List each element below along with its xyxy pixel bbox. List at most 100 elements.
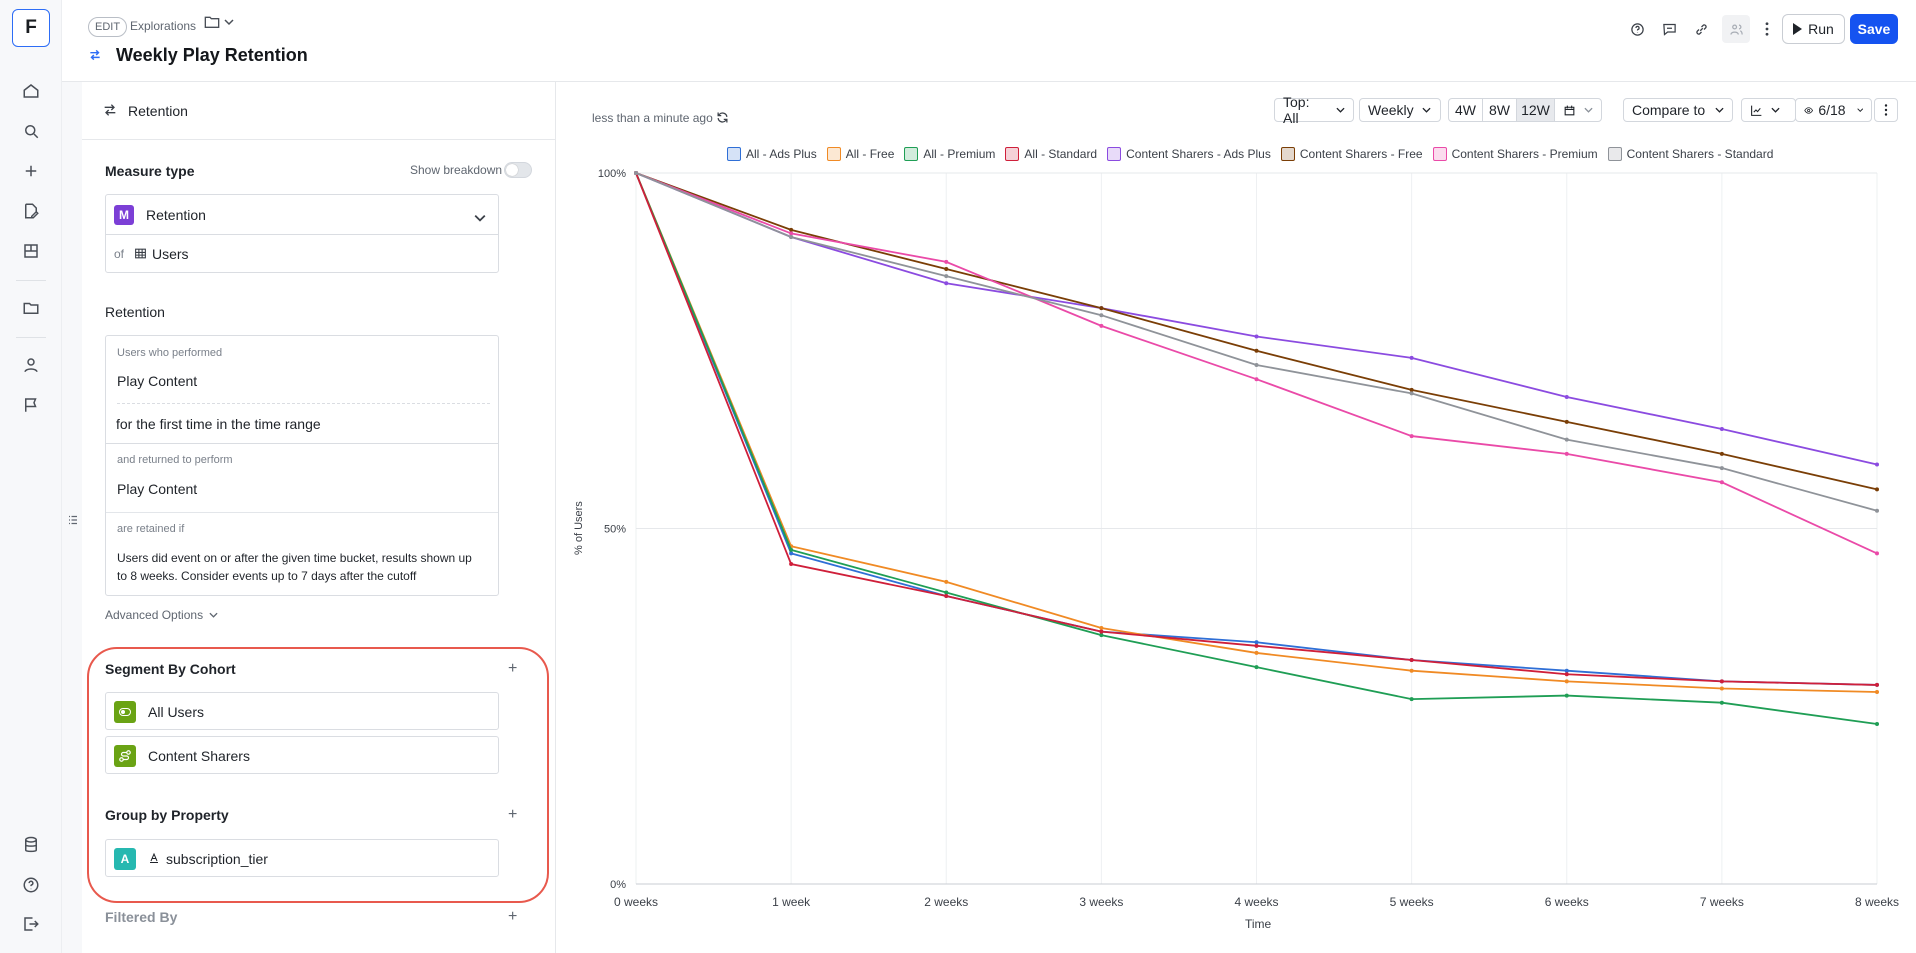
legend-item[interactable]: All - Standard <box>1005 147 1097 161</box>
swap-icon <box>88 48 102 67</box>
legend-item[interactable]: Content Sharers - Ads Plus <box>1107 147 1271 161</box>
data-point <box>1254 643 1259 648</box>
data-point <box>789 234 794 239</box>
legend-item[interactable]: Content Sharers - Free <box>1280 147 1423 161</box>
date-range-picker[interactable] <box>1554 98 1602 122</box>
top-n-select[interactable]: Top: All <box>1274 94 1354 126</box>
return-event-name[interactable]: Play Content <box>117 481 198 497</box>
advanced-options-toggle[interactable]: Advanced Options <box>105 608 218 622</box>
y-tick-label: 50% <box>604 524 626 536</box>
range-8w-button[interactable]: 8W <box>1482 98 1517 122</box>
cohort-item-all-users[interactable]: All Users <box>105 692 499 730</box>
data-point <box>1564 672 1569 677</box>
data-point <box>1099 633 1104 638</box>
group-by-property-title: Group by Property <box>105 807 229 823</box>
data-point <box>1409 387 1414 392</box>
legend-label: Content Sharers - Premium <box>1451 147 1598 161</box>
group-property-item[interactable]: A subscription_tier <box>105 839 499 877</box>
legend-item[interactable]: Content Sharers - Premium <box>1432 147 1598 161</box>
panel-header-label[interactable]: Retention <box>128 103 188 119</box>
chart-more-button[interactable] <box>1874 98 1898 122</box>
range-12w-button[interactable]: 12W <box>1516 98 1555 122</box>
data-point <box>944 266 949 271</box>
compare-label: Compare to <box>1632 102 1706 118</box>
user-icon[interactable] <box>19 353 43 377</box>
last-updated-text: less than a minute ago <box>592 111 713 125</box>
board-icon[interactable] <box>19 239 43 263</box>
of-entity-row[interactable]: of Users <box>106 235 498 273</box>
page-title[interactable]: Weekly Play Retention <box>116 45 308 65</box>
folder-picker-button[interactable] <box>204 15 234 29</box>
data-point <box>1409 391 1414 396</box>
data-point <box>1875 487 1879 492</box>
y-axis-label: % of Users <box>573 501 585 555</box>
legend-item[interactable]: All - Ads Plus <box>727 147 817 161</box>
return-event-cell[interactable]: and returned to perform Play Content <box>106 444 498 513</box>
app-logo[interactable]: F <box>12 9 50 47</box>
chart-type-select[interactable] <box>1741 98 1796 122</box>
breadcrumb[interactable]: Explorations <box>130 19 197 33</box>
chevron-down-icon <box>224 19 234 26</box>
flag-icon[interactable] <box>19 393 43 417</box>
data-point <box>1409 434 1414 439</box>
edit-badge[interactable]: EDIT <box>88 17 128 37</box>
y-tick-label: 0% <box>610 879 626 891</box>
data-point <box>1564 693 1569 698</box>
link-icon[interactable] <box>1690 18 1712 40</box>
legend-label: All - Ads Plus <box>746 147 817 161</box>
home-icon[interactable] <box>19 79 43 103</box>
help-icon[interactable] <box>1626 18 1648 40</box>
retained-if-cell[interactable]: are retained if Users did event on or af… <box>106 513 498 595</box>
search-icon[interactable] <box>19 119 43 143</box>
help-icon[interactable] <box>19 873 43 897</box>
share-flow-icon <box>114 745 136 767</box>
rail-divider <box>16 337 46 338</box>
retention-line-chart[interactable]: 0% 50% 100% 0 weeks 1 week 2 weeks 3 weeks 4 we… <box>557 150 1916 950</box>
data-point <box>1254 362 1259 367</box>
legend-item[interactable]: All - Premium <box>904 147 995 161</box>
cohort-item-content-sharers[interactable]: Content Sharers <box>105 736 499 774</box>
visible-series-select[interactable]: 6/18 <box>1795 98 1872 122</box>
property-badge: A <box>114 848 136 870</box>
add-filter-button[interactable]: + <box>508 908 518 925</box>
folder-icon[interactable] <box>19 296 43 320</box>
data-point <box>1254 334 1259 339</box>
comment-icon[interactable] <box>1658 18 1680 40</box>
add-group-button[interactable]: + <box>508 806 518 823</box>
show-breakdown-toggle[interactable] <box>504 162 532 178</box>
data-point <box>789 547 794 552</box>
first-time-condition[interactable]: for the first time in the time range <box>116 416 321 432</box>
first-event-name[interactable]: Play Content <box>117 373 198 389</box>
more-options-icon[interactable] <box>1756 18 1778 40</box>
range-4w-button[interactable]: 4W <box>1448 98 1483 122</box>
data-point <box>944 594 949 599</box>
panel-header: Retention <box>82 82 556 140</box>
legend-item[interactable]: All - Free <box>826 147 894 161</box>
legend-swatch <box>1005 147 1020 161</box>
rail-divider <box>16 280 46 281</box>
logout-icon[interactable] <box>19 912 43 936</box>
series-group <box>634 171 1879 513</box>
interval-select[interactable]: Weekly <box>1359 98 1441 122</box>
save-button[interactable]: Save <box>1850 14 1898 44</box>
outline-toggle-icon[interactable] <box>67 513 79 531</box>
line-chart-icon <box>1751 105 1762 116</box>
database-icon[interactable] <box>19 833 43 857</box>
plus-icon[interactable] <box>19 159 43 183</box>
refresh-icon[interactable] <box>715 110 730 130</box>
edit-doc-icon[interactable] <box>19 199 43 223</box>
chevron-down-icon <box>1422 107 1431 113</box>
first-event-cell[interactable]: Users who performed Play Content for the… <box>106 336 498 444</box>
share-users-icon[interactable] <box>1722 15 1750 43</box>
data-point <box>1254 377 1259 382</box>
chevron-down-icon <box>209 612 218 618</box>
users-who-performed-label: Users who performed <box>117 347 223 359</box>
legend-item[interactable]: Content Sharers - Standard <box>1607 147 1773 161</box>
data-point <box>1099 626 1104 631</box>
compare-to-select[interactable]: Compare to <box>1623 98 1733 122</box>
run-button[interactable]: Run <box>1782 14 1845 44</box>
data-point <box>789 227 794 232</box>
cohort-label: All Users <box>148 704 205 720</box>
add-cohort-button[interactable]: + <box>508 660 518 677</box>
measure-select[interactable]: M Retention <box>106 195 498 235</box>
